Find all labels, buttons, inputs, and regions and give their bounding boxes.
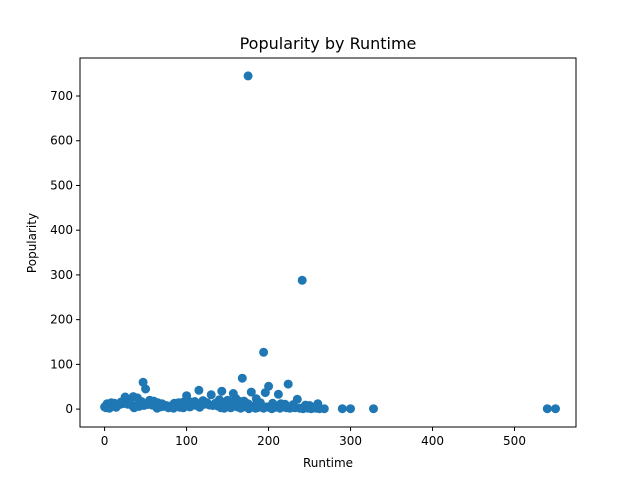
data-point <box>542 404 552 414</box>
data-point <box>275 403 285 413</box>
x-tick-label: 400 <box>421 434 444 448</box>
data-point <box>219 403 229 413</box>
data-point <box>267 404 277 414</box>
data-point <box>259 403 269 413</box>
x-tick-label: 300 <box>339 434 362 448</box>
data-point <box>152 403 162 413</box>
data-point <box>369 404 378 414</box>
points-layer <box>100 71 560 414</box>
data-point <box>194 385 204 395</box>
data-point <box>259 347 269 357</box>
data-point <box>105 403 114 413</box>
data-point <box>244 404 254 414</box>
data-point <box>273 389 283 399</box>
y-tick-label: 100 <box>50 357 73 371</box>
y-tick-label: 500 <box>50 178 73 192</box>
y-axis-label: Popularity <box>25 213 39 273</box>
y-tick-label: 600 <box>50 134 73 148</box>
data-point <box>551 404 560 414</box>
data-point <box>337 404 347 414</box>
x-axis: 0 100 200 300 400 500 <box>101 427 526 448</box>
plot-area-frame <box>79 57 577 428</box>
data-point <box>141 384 151 394</box>
data-point <box>246 387 256 397</box>
data-point <box>178 403 188 413</box>
y-tick-label: 700 <box>50 89 73 103</box>
data-point <box>206 390 216 400</box>
data-point <box>243 71 253 81</box>
data-point <box>226 403 236 413</box>
x-axis-label: Runtime <box>303 456 353 470</box>
x-tick-label: 100 <box>175 434 198 448</box>
x-tick-label: 0 <box>101 434 109 448</box>
data-point <box>217 386 227 396</box>
y-tick-label: 0 <box>65 402 73 416</box>
data-point <box>297 275 307 285</box>
x-tick-label: 200 <box>257 434 280 448</box>
x-tick-label: 500 <box>503 434 526 448</box>
y-tick-label: 200 <box>50 313 73 327</box>
y-axis: 0 100 200 300 400 500 600 700 <box>50 89 80 416</box>
data-point <box>252 403 262 413</box>
data-point <box>111 402 121 412</box>
data-point <box>237 373 247 383</box>
y-tick-label: 300 <box>50 268 73 282</box>
data-point <box>260 388 270 398</box>
y-tick-label: 400 <box>50 223 73 237</box>
data-point <box>283 379 293 389</box>
data-point <box>346 404 355 414</box>
data-point <box>195 402 205 412</box>
data-point <box>236 403 246 413</box>
chart-title: Popularity by Runtime <box>240 34 417 53</box>
data-point <box>185 402 195 412</box>
data-point <box>129 403 139 413</box>
data-point <box>319 404 329 414</box>
